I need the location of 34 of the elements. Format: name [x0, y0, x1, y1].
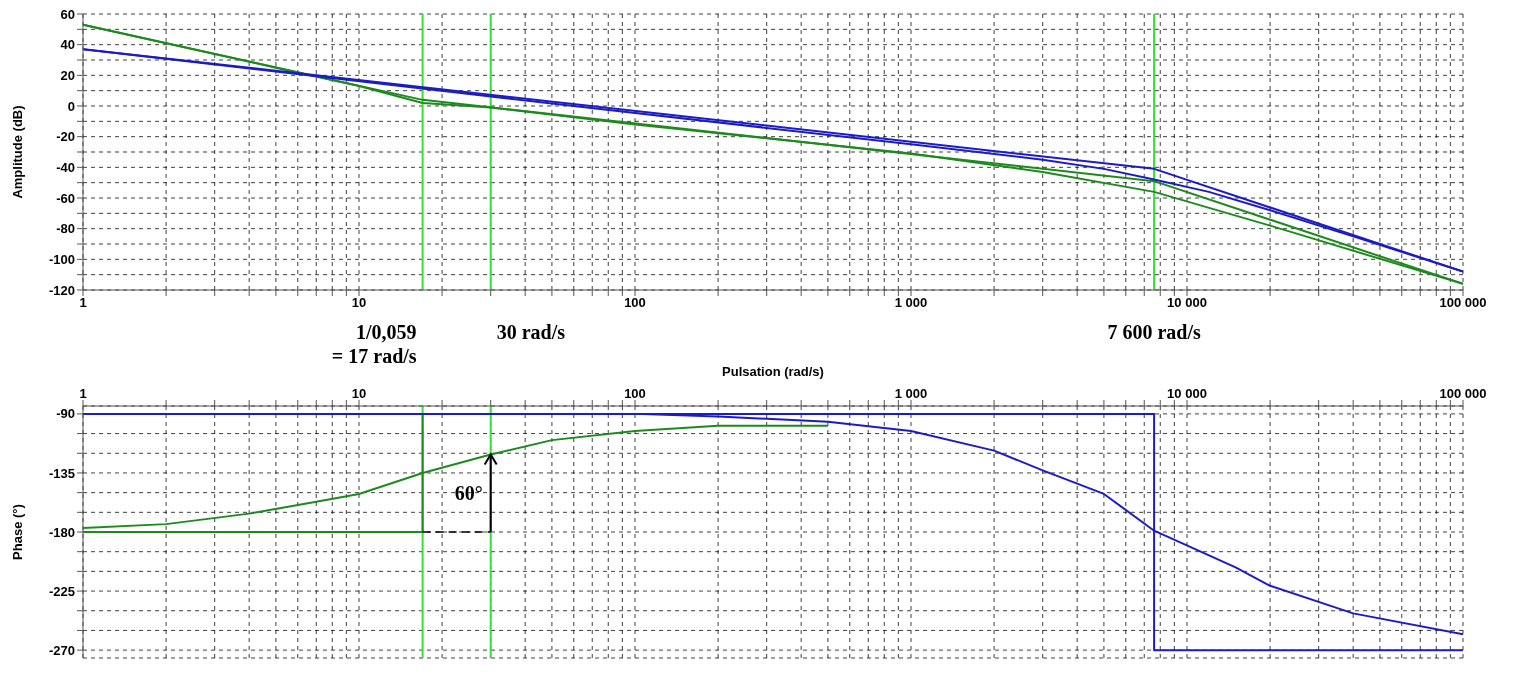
y-tick-label: 40: [60, 37, 75, 53]
x-axis-title: Pulsation (rad/s): [722, 364, 824, 379]
y-tick-label: -20: [56, 129, 75, 145]
y-tick-label: -135: [48, 465, 75, 481]
x-tick-label: 10 000: [1167, 386, 1207, 401]
x-tick-label: 100 000: [1439, 386, 1487, 401]
y-tick-label: -100: [48, 251, 75, 267]
x-tick-label: 1 000: [894, 295, 928, 311]
annotation: 60°: [454, 481, 483, 504]
x-tick-label: 10: [351, 386, 367, 401]
y-tick-label: -120: [48, 282, 75, 298]
x-tick-label: 100: [624, 386, 646, 401]
y-axis-title: Amplitude (dB): [9, 105, 25, 199]
y-tick-label: -90: [56, 406, 75, 422]
x-tick-label: 10 000: [1167, 295, 1207, 311]
x-tick-label: 100: [624, 295, 646, 311]
ref-line-label: 7 600 rad/s: [1107, 320, 1201, 344]
x-tick-label: 1 000: [894, 386, 928, 401]
ref-line-label: 1/0,059 = 17 rad/s: [331, 320, 417, 368]
x-tick-label: 10: [351, 295, 367, 311]
y-tick-label: 0: [67, 98, 75, 114]
y-tick-label: -225: [48, 583, 75, 599]
ref-line-label: 30 rad/s: [496, 320, 566, 344]
y-tick-label: 60: [60, 6, 75, 22]
y-tick-label: -180: [48, 524, 75, 540]
y-tick-label: -80: [56, 221, 75, 237]
x-tick-label: 100 000: [1439, 295, 1487, 311]
y-tick-label: -270: [48, 642, 75, 658]
y-tick-label: -40: [56, 159, 75, 175]
y-axis-title: Phase (°): [9, 504, 25, 560]
x-tick-label: 1: [79, 386, 87, 401]
y-tick-label: -60: [56, 190, 75, 206]
y-tick-label: 20: [60, 67, 75, 83]
x-tick-label: 1: [79, 295, 87, 311]
